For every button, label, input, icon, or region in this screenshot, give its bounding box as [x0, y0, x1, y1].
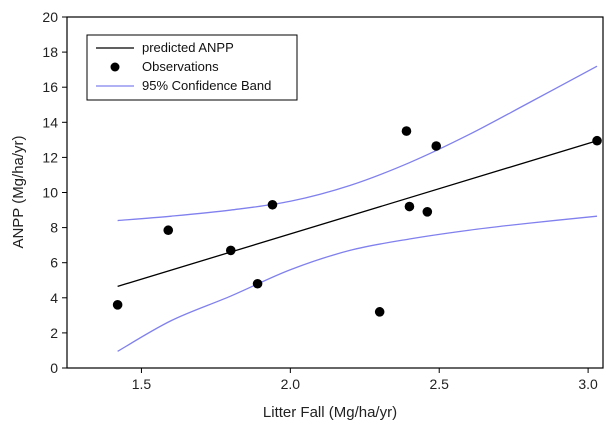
confidence-band-upper [117, 65, 598, 222]
x-tick-label: 3.0 [578, 376, 598, 392]
observation-point [401, 126, 412, 136]
legend-label-predicted: predicted ANPP [142, 40, 234, 55]
observation-point [374, 307, 385, 317]
observation-point [225, 245, 236, 256]
y-tick-label: 20 [42, 9, 58, 25]
observation-point [267, 199, 278, 210]
y-axis: 0 2 4 6 8 10 12 14 16 18 20 [42, 9, 67, 376]
y-tick-label: 4 [50, 290, 58, 306]
x-tick-label: 2.0 [281, 376, 301, 392]
y-tick-label: 6 [50, 255, 58, 271]
legend-label-confidence-band: 95% Confidence Band [142, 78, 271, 93]
observation-point [252, 278, 263, 289]
observation-point [431, 141, 442, 151]
legend-marker-observations [110, 62, 120, 72]
legend-box [86, 34, 298, 101]
regression-line [117, 140, 598, 288]
y-tick-label: 0 [50, 360, 58, 376]
confidence-band-lower [117, 215, 598, 352]
x-tick-label: 1.5 [132, 376, 152, 392]
x-axis-label: Litter Fall (Mg/ha/yr) [263, 404, 397, 421]
observation-point [163, 225, 174, 236]
observation-point [112, 300, 123, 310]
y-tick-label: 12 [42, 149, 58, 165]
x-tick-label: 2.5 [429, 376, 449, 392]
y-tick-label: 16 [42, 79, 58, 95]
y-tick-label: 18 [42, 44, 58, 60]
observation-point [422, 207, 433, 217]
legend-label-observations: Observations [142, 59, 219, 74]
y-tick-label: 10 [42, 185, 58, 201]
predicted-anpp-line [117, 140, 598, 288]
y-tick-label: 14 [42, 114, 58, 130]
observation-points [112, 126, 602, 317]
x-axis: 1.5 2.0 2.5 3.0 [132, 368, 598, 392]
y-tick-label: 2 [50, 325, 58, 341]
confidence-band [117, 65, 598, 352]
y-axis-label: ANPP (Mg/ha/yr) [10, 135, 27, 248]
y-tick-label: 8 [50, 220, 58, 236]
observation-point [592, 135, 602, 146]
observation-point [404, 201, 415, 212]
legend: predicted ANPP Observations 95% Confiden… [86, 34, 298, 101]
